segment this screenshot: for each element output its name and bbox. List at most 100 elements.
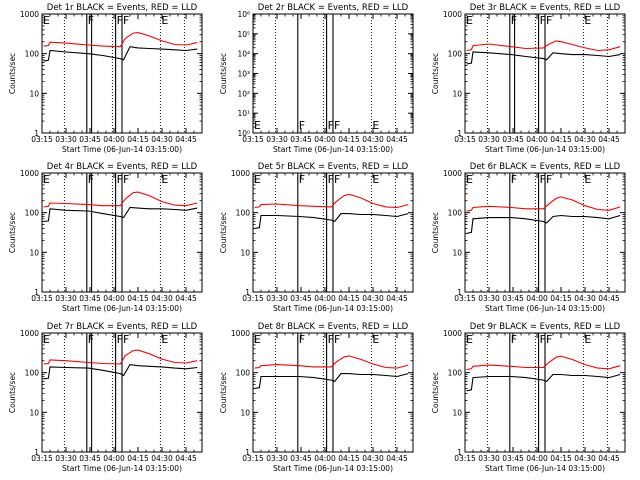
marker-label: F — [117, 173, 123, 186]
marker-label: E — [161, 333, 168, 346]
marker-label: F — [546, 173, 552, 186]
x-tick-label: 03:15 — [454, 294, 476, 303]
y-tick-label: 1 — [34, 129, 39, 138]
y-tick-label: 1000 — [231, 329, 250, 338]
x-tick-label: 04:00 — [314, 454, 336, 463]
x-axis-label: Start Time (06-Jun-14 03:15:00) — [62, 145, 182, 154]
events-series-line — [466, 214, 621, 234]
marker-label: E — [254, 119, 261, 132]
x-tick-label: 03:45 — [290, 135, 312, 144]
x-tick-label: 03:30 — [55, 454, 77, 463]
y-tick-label: 100 — [448, 369, 463, 378]
panel-title: Det 6r BLACK = Events, RED = LLD — [470, 162, 621, 172]
marker-label: E — [584, 173, 591, 186]
x-tick-label: 04:45 — [386, 294, 408, 303]
y-tick-label: 1 — [34, 288, 39, 297]
panel-title: Det 7r BLACK = Events, RED = LLD — [47, 322, 198, 332]
marker-label: F — [117, 333, 123, 346]
panel-det-7: Det 7r BLACK = Events, RED = LLD 1 10 100 10… — [8, 322, 203, 473]
y-tick-label: 10 — [452, 89, 462, 98]
y-tick-label: 100 — [448, 209, 463, 218]
x-tick-label: 03:30 — [478, 454, 500, 463]
panel-det-6: Det 6r BLACK = Events, RED = LLD 1 10 100 10… — [431, 162, 626, 313]
marker-label: E — [466, 14, 473, 27]
x-tick-label: 04:15 — [338, 454, 360, 463]
events-series-line — [466, 51, 621, 65]
x-tick-label: 04:15 — [127, 294, 149, 303]
x-tick-label: 04:30 — [362, 294, 384, 303]
marker-label: F — [511, 14, 517, 27]
marker-label: F — [299, 173, 305, 186]
marker-label: F — [88, 173, 94, 186]
panel-det-4: Det 4r BLACK = Events, RED = LLD 1 10 100 10… — [8, 162, 203, 313]
x-tick-label: 04:15 — [127, 135, 149, 144]
panel-det-5: Det 5r BLACK = Events, RED = LLD 1 10 100 10… — [219, 162, 414, 313]
y-tick-label: 10 — [29, 408, 39, 417]
x-tick-label: 03:30 — [478, 135, 500, 144]
x-tick-label: 03:30 — [478, 294, 500, 303]
panel-title: Det 1r BLACK = Events, RED = LLD — [47, 3, 198, 13]
x-tick-label: 04:15 — [550, 294, 572, 303]
y-tick-label: 10² — [237, 89, 250, 98]
panel-title: Det 5r BLACK = Events, RED = LLD — [258, 162, 409, 172]
x-tick-label: 04:15 — [550, 454, 572, 463]
x-tick-label: 03:45 — [79, 294, 101, 303]
marker-label: E — [161, 14, 168, 27]
marker-label: F — [123, 14, 129, 27]
marker-label: F — [117, 14, 123, 27]
lld-series-line — [466, 40, 621, 52]
x-tick-label: 04:00 — [103, 454, 125, 463]
x-tick-label: 03:30 — [55, 135, 77, 144]
y-tick-label: 1 — [245, 448, 250, 457]
x-tick-label: 03:45 — [502, 135, 524, 144]
x-tick-label: 03:15 — [454, 135, 476, 144]
y-axis-label: Counts/sec — [431, 372, 440, 413]
y-tick-label: 100 — [25, 50, 40, 59]
marker-label: F — [123, 173, 129, 186]
marker-label: E — [254, 173, 261, 186]
y-tick-label: 100 — [236, 369, 251, 378]
y-tick-label: 10³ — [237, 70, 250, 79]
x-tick-label: 03:45 — [79, 135, 101, 144]
y-tick-label: 1 — [457, 129, 462, 138]
y-axis-label: Counts/sec — [219, 212, 228, 253]
x-axis-label: Start Time (06-Jun-14 03:15:00) — [273, 304, 393, 313]
marker-label: F — [511, 173, 517, 186]
lld-series-line — [43, 349, 198, 365]
x-tick-label: 04:30 — [151, 454, 173, 463]
x-tick-label: 04:00 — [103, 135, 125, 144]
marker-label: E — [372, 119, 379, 132]
x-tick-label: 04:00 — [526, 454, 548, 463]
y-axis-label: Counts/sec — [8, 53, 17, 94]
y-axis-label: Counts/sec — [219, 372, 228, 413]
marker-label: E — [254, 333, 261, 346]
x-tick-label: 04:30 — [151, 135, 173, 144]
x-axis-label: Start Time (06-Jun-14 03:15:00) — [62, 464, 182, 473]
x-tick-label: 03:45 — [290, 294, 312, 303]
panel-title: Det 8r BLACK = Events, RED = LLD — [258, 322, 409, 332]
x-tick-label: 03:45 — [502, 454, 524, 463]
y-tick-label: 1000 — [443, 169, 462, 178]
x-tick-label: 04:15 — [338, 135, 360, 144]
marker-label: F — [88, 333, 94, 346]
y-tick-label: 100 — [25, 369, 40, 378]
marker-label: F — [328, 173, 334, 186]
marker-label: F — [540, 333, 546, 346]
marker-label: F — [123, 333, 129, 346]
marker-label: F — [546, 14, 552, 27]
x-tick-label: 03:45 — [290, 454, 312, 463]
marker-label: E — [43, 333, 50, 346]
marker-label: F — [511, 333, 517, 346]
x-tick-label: 03:15 — [31, 294, 53, 303]
lld-series-line — [43, 191, 198, 208]
y-tick-label: 10 — [29, 248, 39, 257]
marker-label: F — [334, 119, 340, 132]
x-tick-label: 03:30 — [266, 135, 288, 144]
y-tick-label: 10⁰ — [237, 129, 250, 138]
y-tick-label: 10 — [452, 248, 462, 257]
y-tick-label: 1000 — [20, 169, 39, 178]
x-tick-label: 04:30 — [151, 294, 173, 303]
events-series-line — [254, 373, 409, 390]
marker-label: F — [334, 173, 340, 186]
panel-title: Det 3r BLACK = Events, RED = LLD — [470, 3, 621, 13]
